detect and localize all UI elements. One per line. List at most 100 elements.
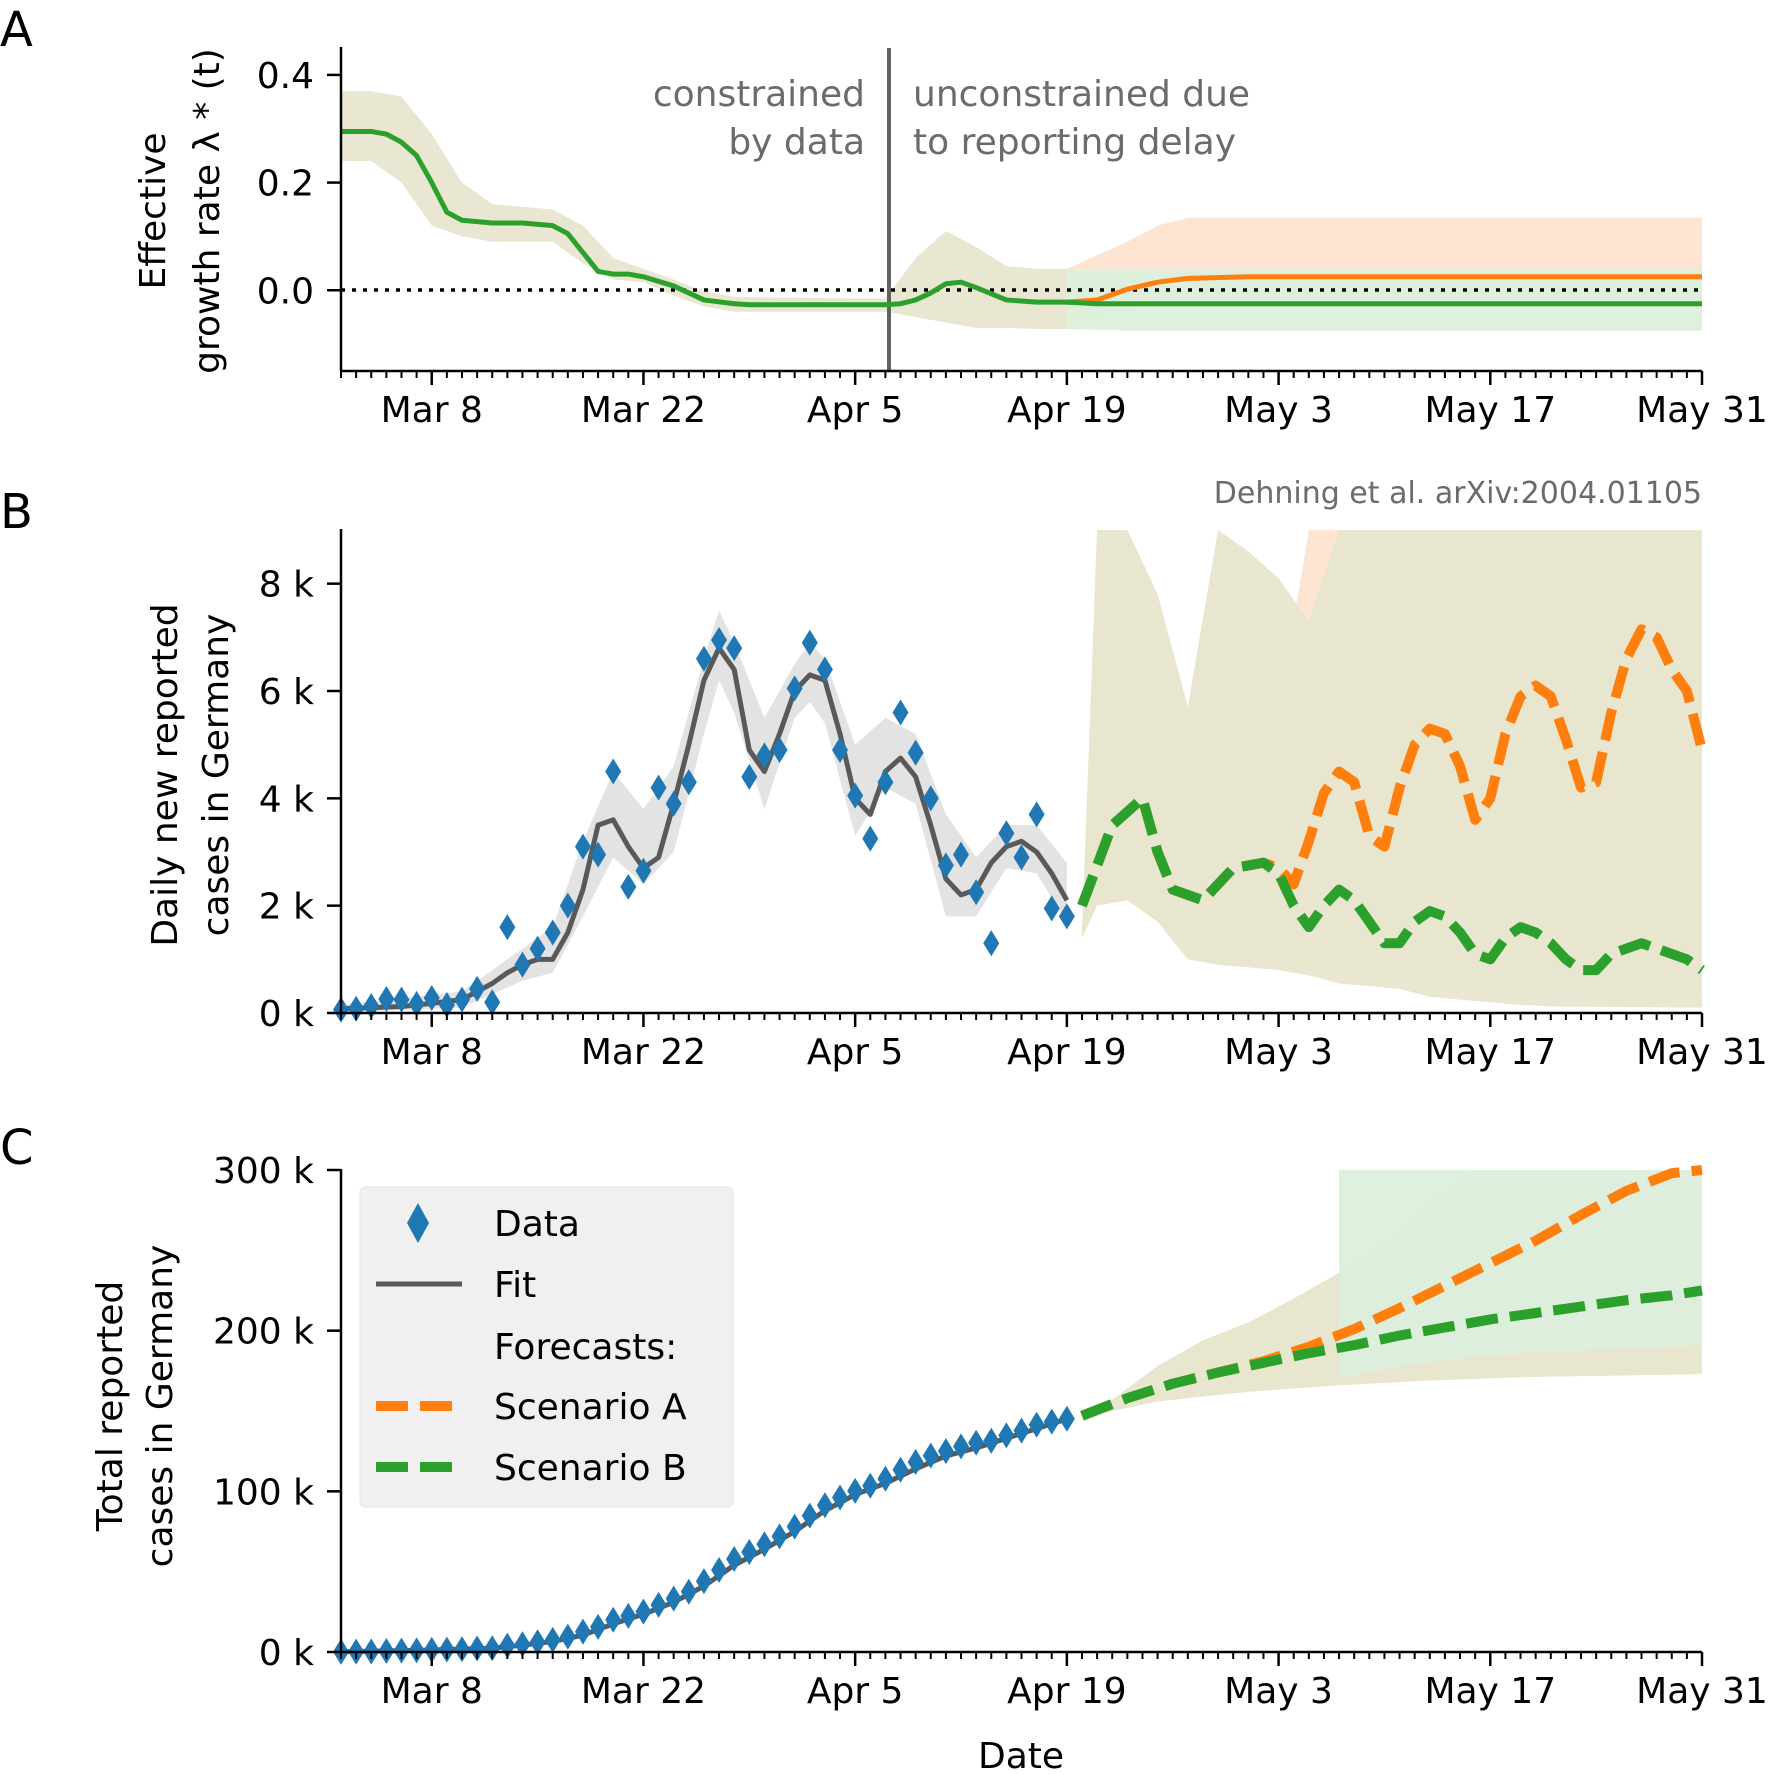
data-point	[756, 1531, 773, 1558]
legend-data-label: Data	[494, 1204, 580, 1245]
x-tick-label: May 31	[1636, 390, 1768, 431]
x-tick-label: May 17	[1424, 1032, 1556, 1073]
x-tick-label: Mar 8	[381, 390, 483, 431]
data-point	[499, 914, 516, 941]
series-line-fit	[341, 128, 1098, 308]
data-point	[786, 1513, 803, 1540]
x-tick-label: Mar 8	[381, 1671, 483, 1712]
band-fit	[341, 91, 1067, 330]
data-point	[680, 769, 697, 796]
data-point	[937, 1438, 954, 1465]
data-point	[423, 1636, 440, 1663]
panel-a-bands	[341, 91, 1702, 331]
data-point	[922, 1442, 939, 1469]
data-point	[741, 763, 758, 790]
data-point	[771, 1523, 788, 1550]
data-point	[968, 879, 985, 906]
data-point	[438, 1636, 455, 1663]
data-point	[741, 1538, 758, 1565]
data-point	[892, 699, 909, 726]
data-point	[605, 1606, 622, 1633]
panel-a-ylabel-line1: Effective	[133, 132, 174, 289]
x-tick-label: Mar 22	[581, 390, 706, 431]
x-tick-label: May 3	[1224, 1032, 1333, 1073]
x-tick-label: Apr 19	[1007, 1671, 1127, 1712]
data-point	[559, 892, 576, 919]
data-point	[1028, 801, 1045, 828]
y-tick-label: 0.4	[257, 56, 314, 97]
data-point	[620, 873, 637, 900]
x-tick-label: Mar 22	[581, 1032, 706, 1073]
data-point	[544, 1626, 561, 1653]
data-point	[559, 1623, 576, 1650]
data-point	[1043, 895, 1060, 922]
x-tick-label: Apr 5	[807, 1671, 904, 1712]
data-point	[832, 737, 849, 764]
data-point	[1043, 1408, 1060, 1435]
data-point	[665, 1585, 682, 1612]
x-tick-label: May 3	[1224, 1671, 1333, 1712]
panel-a-ylabel-line2: growth rate λ * (t)	[187, 48, 228, 374]
x-tick-label: Apr 19	[1007, 1032, 1127, 1073]
data-point	[998, 820, 1015, 847]
data-point	[726, 1546, 743, 1573]
data-point	[453, 1636, 470, 1663]
x-tick-label: Apr 5	[807, 390, 904, 431]
data-point	[953, 1433, 970, 1460]
data-point	[801, 629, 818, 656]
data-point	[847, 782, 864, 809]
data-point	[393, 986, 410, 1013]
data-point	[786, 675, 803, 702]
y-tick-label: 200 k	[213, 1312, 314, 1353]
data-point	[453, 986, 470, 1013]
panel-b-ylabel-line2: cases in Germany	[196, 614, 237, 937]
y-tick-label: 0 k	[259, 994, 314, 1035]
panel-c-ylabel-line2: cases in Germany	[140, 1245, 181, 1568]
data-point	[756, 742, 773, 769]
data-point	[529, 935, 546, 962]
panel-c: C Mar 8 Mar 22 Apr 5 Apr 19 May 3 May 17 May 3…	[0, 1120, 1768, 1774]
data-point	[469, 975, 486, 1002]
data-point	[469, 1635, 486, 1662]
data-point	[1028, 1411, 1045, 1438]
legend-frame	[359, 1186, 734, 1508]
citation-credit: Dehning et al. arXiv:2004.01105	[1214, 476, 1702, 511]
data-point	[438, 991, 455, 1018]
data-point	[998, 1422, 1015, 1449]
panel-a-lines	[341, 128, 1702, 308]
data-point	[635, 1598, 652, 1625]
data-point	[862, 825, 879, 852]
y-tick-label: 300 k	[213, 1151, 314, 1192]
data-point	[695, 1568, 712, 1595]
data-point	[922, 785, 939, 812]
annotation-constrained-line1: constrained	[653, 74, 865, 115]
data-point	[816, 1492, 833, 1519]
data-point	[1058, 903, 1075, 930]
panel-c-ylabel-line1: Total reported	[90, 1281, 131, 1532]
data-point	[907, 1449, 924, 1476]
y-tick-label: 0 k	[259, 1633, 314, 1674]
data-point	[968, 1429, 985, 1456]
series-line-scenario-b	[1066, 299, 1702, 307]
data-point	[514, 951, 531, 978]
data-point	[862, 1472, 879, 1499]
y-tick-label: 8 k	[259, 565, 314, 606]
x-tick-label: May 31	[1636, 1671, 1768, 1712]
data-point	[892, 1456, 909, 1483]
y-tick-label: 0.2	[257, 164, 314, 205]
y-tick-label: 0.0	[257, 271, 314, 312]
annotation-unconstrained-line2: to reporting delay	[913, 122, 1236, 163]
data-point	[680, 1578, 697, 1605]
series-line-scenario-b	[1077, 793, 1705, 976]
series-line-scenario-a	[1066, 274, 1702, 305]
data-point	[484, 989, 501, 1016]
x-axis-label: Date	[978, 1736, 1064, 1774]
data-point	[635, 857, 652, 884]
x-tick-label: Apr 5	[807, 1032, 904, 1073]
data-point	[484, 1635, 501, 1662]
legend: Data Fit Forecasts: Scenario A Scenario …	[359, 1186, 734, 1508]
data-point	[711, 1556, 728, 1583]
data-point	[1013, 844, 1030, 871]
data-point	[650, 1591, 667, 1618]
